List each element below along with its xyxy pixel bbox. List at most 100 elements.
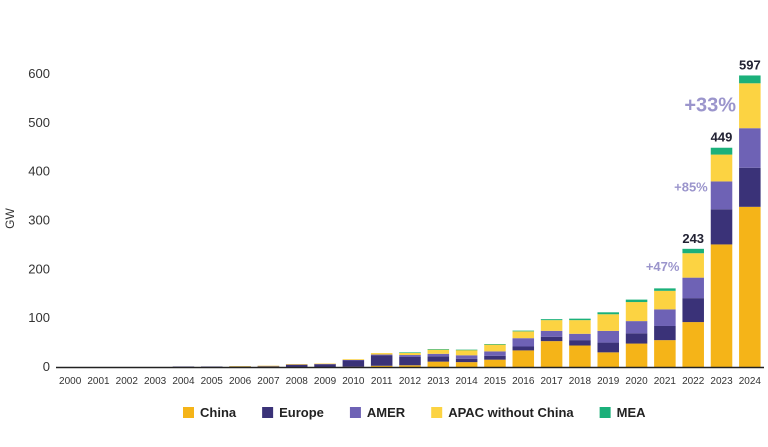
bar-segment-china-2021 xyxy=(654,340,676,367)
bar-segment-apac-without-china-2016 xyxy=(512,331,535,339)
bar-segment-apac-without-china-2014 xyxy=(455,349,478,356)
bar-stack-2009 xyxy=(314,363,336,367)
x-tick-label: 2020 xyxy=(625,376,648,387)
legend-label: MEA xyxy=(617,405,647,420)
bar-segment-apac-without-china-2013 xyxy=(427,349,450,354)
bar-segment-china-2024 xyxy=(739,206,761,367)
bar-stack-2006 xyxy=(229,366,251,367)
x-tick-label: 2003 xyxy=(144,376,167,387)
bar-segment-europe-2013 xyxy=(427,356,450,362)
x-tick-label: 2024 xyxy=(739,376,762,387)
x-tick-label: 2006 xyxy=(229,376,252,387)
bar-stack-2023 xyxy=(710,147,733,367)
bar-segment-china-2022 xyxy=(682,322,704,367)
bar-segment-china-2015 xyxy=(484,359,506,367)
x-tick-label: 2004 xyxy=(172,376,195,387)
bar-stack-2018 xyxy=(569,318,591,367)
bar-segment-apac-without-china-2012 xyxy=(399,352,421,356)
bar-stack-2015 xyxy=(484,344,506,367)
growth-annotation-2023: +85% xyxy=(674,179,708,194)
bar-stack-2024 xyxy=(739,75,761,367)
bar-segment-mea-2016 xyxy=(512,330,535,332)
x-tick-label: 2019 xyxy=(597,376,620,387)
bar-segment-mea-2015 xyxy=(484,344,506,345)
bar-segment-amer-2020 xyxy=(625,321,648,334)
bar-segment-apac-without-china-2017 xyxy=(540,320,563,331)
total-label-2023: 449 xyxy=(711,130,733,145)
y-tick-label: 100 xyxy=(28,310,50,325)
x-tick-label: 2018 xyxy=(569,376,592,387)
bar-segment-china-2019 xyxy=(597,352,620,367)
legend-swatch xyxy=(599,407,611,418)
bar-segment-europe-2008 xyxy=(285,364,308,367)
bar-segment-mea-2020 xyxy=(625,299,648,303)
bar-stack-2016 xyxy=(512,330,535,367)
bar-stack-2021 xyxy=(654,288,676,367)
bar-segment-amer-2023 xyxy=(710,181,733,210)
bar-segment-mea-2019 xyxy=(597,312,620,315)
bar-segment-apac-without-china-2024 xyxy=(739,83,761,129)
bar-segment-amer-2022 xyxy=(682,277,704,299)
total-label-2024: 597 xyxy=(739,57,761,72)
bar-segment-europe-2015 xyxy=(484,355,506,360)
bar-stack-2007 xyxy=(257,365,280,367)
x-tick-label: 2022 xyxy=(682,376,705,387)
bar-segment-china-2013 xyxy=(427,361,450,367)
bar-segment-amer-2021 xyxy=(654,309,676,326)
legend-swatch xyxy=(262,407,274,418)
bar-segment-china-2016 xyxy=(512,350,535,367)
bar-segment-apac-without-china-2015 xyxy=(484,344,506,352)
bar-segment-apac-without-china-2006 xyxy=(229,366,251,367)
legend-label: Europe xyxy=(279,405,324,420)
legend-swatch xyxy=(349,407,361,418)
bar-segment-china-2011 xyxy=(370,365,393,367)
bar-segment-amer-2014 xyxy=(455,355,478,359)
growth-annotation-2024: +33% xyxy=(684,94,736,116)
bars xyxy=(172,75,761,368)
bar-segment-mea-2017 xyxy=(540,319,563,321)
bar-segment-china-2014 xyxy=(455,362,478,367)
bar-segment-mea-2024 xyxy=(739,75,761,84)
bar-stack-2014 xyxy=(455,349,478,367)
x-tick-label: 2017 xyxy=(540,376,563,387)
bar-stack-2012 xyxy=(399,352,421,367)
bar-segment-europe-2022 xyxy=(682,298,704,323)
legend-item-apac-without-china: APAC without China xyxy=(431,405,574,420)
x-tick-label: 2007 xyxy=(257,376,280,387)
bar-segment-europe-2018 xyxy=(569,340,591,346)
bar-segment-apac-without-china-2009 xyxy=(314,363,336,365)
bar-segment-amer-2011 xyxy=(370,354,393,356)
x-tick-label: 2011 xyxy=(371,376,393,387)
bar-segment-europe-2009 xyxy=(314,364,336,367)
bar-stack-2020 xyxy=(625,299,648,367)
bar-segment-europe-2024 xyxy=(739,167,761,207)
x-tick-label: 2000 xyxy=(59,376,82,387)
bar-segment-europe-2014 xyxy=(455,358,478,363)
legend-label: China xyxy=(200,405,237,420)
x-tick-label: 2002 xyxy=(116,376,139,387)
bar-segment-mea-2018 xyxy=(569,318,591,321)
bar-segment-apac-without-china-2021 xyxy=(654,290,676,310)
bar-segment-europe-2020 xyxy=(625,333,648,344)
legend-label: AMER xyxy=(367,405,406,420)
growth-annotation-2022: +47% xyxy=(646,259,680,274)
bar-segment-amer-2015 xyxy=(484,351,506,356)
total-labels: 243 449 597 xyxy=(682,57,760,245)
bar-stack-2017 xyxy=(540,319,563,367)
bar-stack-2010 xyxy=(342,359,365,368)
legend-swatch xyxy=(431,407,443,418)
bar-segment-europe-2017 xyxy=(540,336,563,342)
y-axis-title-text: GW xyxy=(3,208,17,229)
bar-segment-mea-2021 xyxy=(654,288,676,291)
bar-segment-europe-2010 xyxy=(342,360,365,367)
bar-stack-2022 xyxy=(682,248,704,367)
y-tick-label: 500 xyxy=(28,115,50,130)
bar-segment-china-2017 xyxy=(540,341,563,367)
bar-segment-apac-without-china-2020 xyxy=(625,302,648,322)
bar-segment-europe-2019 xyxy=(597,342,620,353)
x-tick-label: 2015 xyxy=(484,376,507,387)
x-tick-label: 2009 xyxy=(314,376,337,387)
y-axis-title: GW xyxy=(3,208,17,229)
